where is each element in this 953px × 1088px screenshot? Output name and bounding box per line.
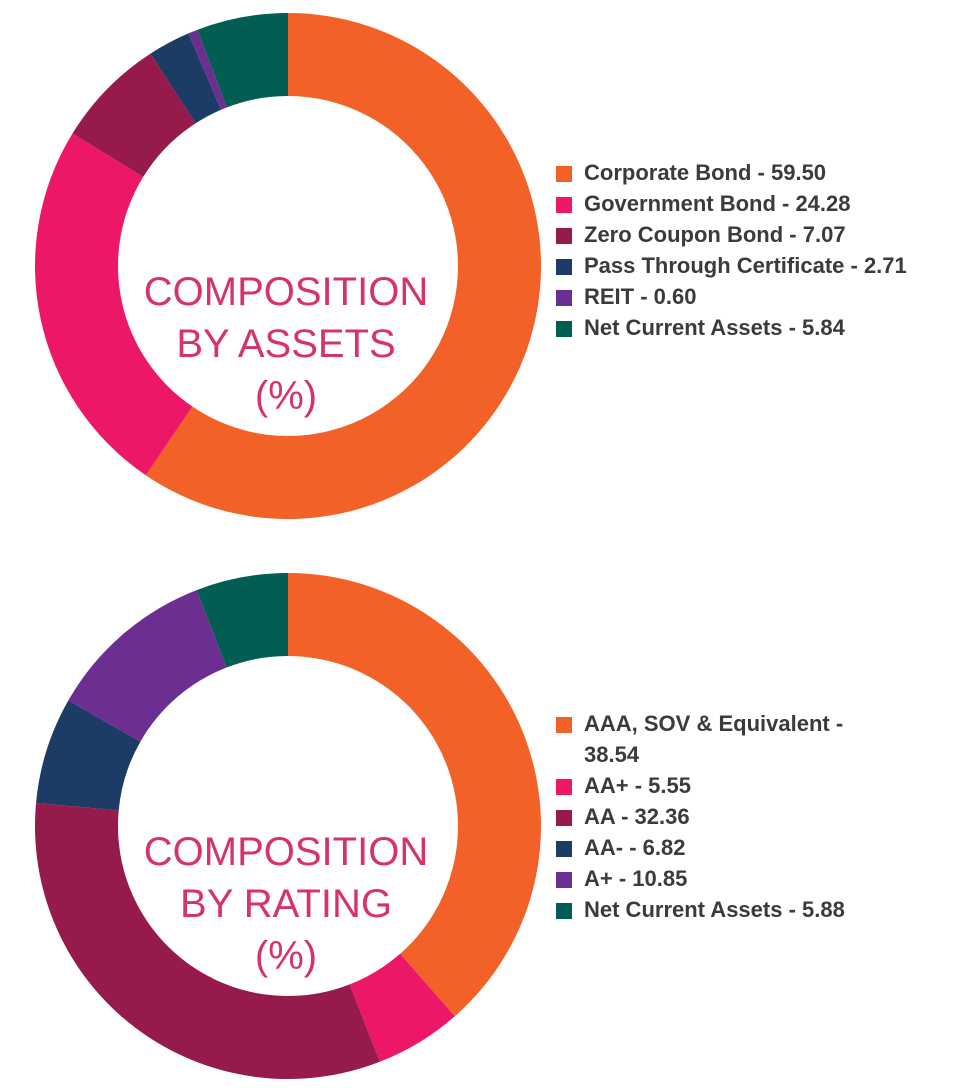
legend-swatch [556,903,572,919]
legend-label: Net Current Assets - 5.88 [584,897,845,922]
legend-label: AA - 32.36 [584,804,690,829]
legend-swatch [556,321,572,337]
donut-slice-net-current-assets [196,573,288,668]
legend-swatch [556,872,572,888]
legend-item: Net Current Assets - 5.88 [556,894,894,925]
donut-slice-aa [34,802,380,1079]
legend-swatch [556,166,572,182]
donut-slice-government-bond [34,133,193,476]
legend-item: REIT - 0.60 [556,281,953,312]
donut-slice-zero-coupon-bond [72,53,196,177]
legend-label: Zero Coupon Bond - 7.07 [584,222,846,247]
legend-label: Government Bond - 24.28 [584,191,851,216]
center-title-line: COMPOSITION [143,270,429,314]
donut-slice-a [68,590,227,742]
legend-item: Zero Coupon Bond - 7.07 [556,219,953,250]
legend-item: Corporate Bond - 59.50 [556,157,953,188]
legend-label: AA- - 6.82 [584,835,686,860]
legend-item: Net Current Assets - 5.84 [556,312,953,343]
legend-item: Government Bond - 24.28 [556,188,953,219]
donut-slice-corporate-bond [145,13,541,519]
legend-item: AA+ - 5.55 [556,770,894,801]
center-title-line: (%) [254,374,318,418]
legend-label: REIT - 0.60 [584,284,697,309]
legend-item: A+ - 10.85 [556,863,894,894]
center-title-line: COMPOSITION [143,830,429,874]
center-title-line: BY ASSETS [176,322,396,366]
legend-swatch [556,290,572,306]
legend-item: AA- - 6.82 [556,832,894,863]
donut-slice-aa [349,953,455,1062]
donut-slice-net-current-assets [197,13,288,108]
donut-slice-aaa-sov-equivalent [288,573,541,1017]
legend-label: Corporate Bond - 59.50 [584,160,827,185]
legend-swatch [556,810,572,826]
legend-label: Net Current Assets - 5.84 [584,315,845,340]
legend-swatch [556,228,572,244]
donut-slice-reit [188,29,228,110]
legend-label: Pass Through Certificate - 2.71 [584,253,907,278]
legend-item: AAA, SOV & Equivalent - 38.54 [556,708,894,770]
donut-slice-aa [36,700,141,811]
legend-label: AA+ - 5.55 [584,773,691,798]
donut-chart-assets [34,13,541,519]
center-title-line: BY RATING [180,882,392,926]
legend-assets: Corporate Bond - 59.50 Government Bond -… [556,157,953,343]
donut-slice-pass-through-certificate [150,33,222,124]
chart-composition-by-rating: COMPOSITION BY RATING (%) AAA, SOV & Equ… [0,568,953,1088]
legend-swatch [556,197,572,213]
legend-item: Pass Through Certificate - 2.71 [556,250,953,281]
legend-label: A+ - 10.85 [584,866,688,891]
chart-composition-by-assets: COMPOSITION BY ASSETS (%) Corporate Bond… [0,8,953,528]
legend-swatch [556,259,572,275]
center-title: COMPOSITION BY ASSETS (%) [116,266,456,422]
legend-swatch [556,779,572,795]
legend-swatch [556,717,572,733]
center-title: COMPOSITION BY RATING (%) [116,826,456,982]
donut-chart-rating [34,573,541,1079]
legend-label: AAA, SOV & Equivalent - 38.54 [584,711,844,767]
center-title-line: (%) [254,934,318,978]
legend-item: AA - 32.36 [556,801,894,832]
legend-rating: AAA, SOV & Equivalent - 38.54 AA+ - 5.55… [556,708,894,925]
legend-swatch [556,841,572,857]
